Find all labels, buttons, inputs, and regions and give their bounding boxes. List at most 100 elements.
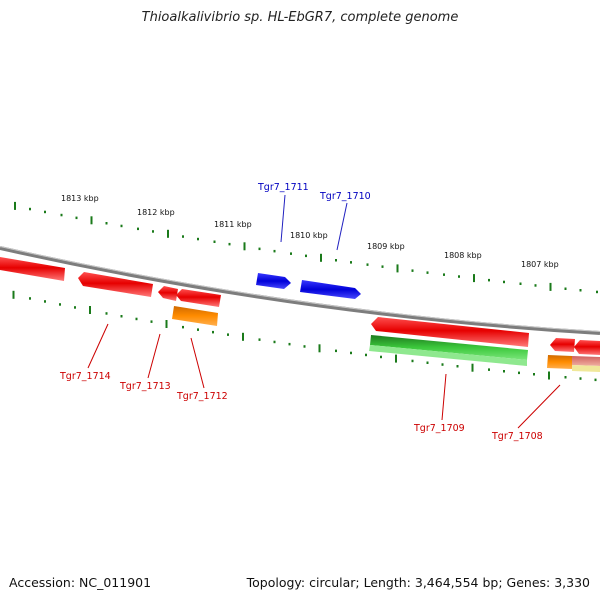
lower-scale-major-tick [471, 363, 474, 372]
gene-tgr7-1712[interactable] [176, 289, 221, 307]
lower-scale-minor-tick [503, 370, 505, 373]
upper-scale-minor-tick [60, 213, 63, 217]
upper-scale-minor-tick [488, 278, 490, 282]
upper-scale-minor-tick [534, 284, 537, 287]
leader-tgr7-1708 [517, 384, 561, 429]
upper-scale-minor-tick [350, 261, 352, 264]
lower-scale-minor-tick [212, 330, 214, 334]
lower-scale-major-tick [395, 354, 397, 363]
upper-scale-major-tick [473, 274, 475, 283]
lower-scale-ticks [12, 290, 597, 382]
leader-tgr7-1713 [147, 333, 161, 379]
leader-tgr7-1714 [87, 323, 109, 369]
upper-scale-minor-tick [44, 210, 46, 214]
upper-scale-minor-tick [411, 269, 414, 272]
lower-scale-minor-tick [594, 378, 597, 382]
upper-scale-minor-tick [197, 237, 199, 241]
lower-scale-major-tick [165, 320, 168, 328]
upper-scale-minor-tick [305, 254, 307, 258]
lower-scale-minor-tick [150, 320, 153, 323]
upper-scale-major-tick [90, 216, 93, 225]
scale-label-1807: 1807 kbp [521, 260, 559, 269]
upper-scale-major-tick [396, 264, 399, 273]
map-title: Thioalkalivibrio sp. HL-EbGR7, complete … [141, 10, 459, 25]
lower-scale-minor-tick [365, 353, 367, 357]
gene-tgr7-1715[interactable] [0, 257, 65, 281]
upper-scale-minor-tick [182, 235, 184, 238]
genome-backbone [0, 246, 600, 335]
scale-label-1812: 1812 kbp [137, 208, 175, 217]
yellow-feature-1708[interactable] [572, 365, 600, 372]
lower-scale-minor-tick [273, 340, 276, 344]
genome-summary-text: Topology: circular; Length: 3,464,554 bp… [246, 575, 590, 590]
upper-scale-minor-tick [443, 273, 445, 276]
label-tgr7-1710[interactable]: Tgr7_1710 [319, 191, 371, 202]
label-tgr7-1711[interactable]: Tgr7_1711 [257, 182, 309, 193]
green-feature-1709-a[interactable] [370, 335, 528, 360]
upper-scale-minor-tick [213, 240, 216, 243]
upper-scale-minor-tick [596, 290, 598, 294]
gene-tgr7-1709[interactable] [371, 317, 529, 347]
lower-scale-minor-tick [518, 371, 520, 375]
label-tgr7-1712[interactable]: Tgr7_1712 [176, 391, 228, 402]
lower-scale-minor-tick [303, 345, 306, 348]
lower-scale-minor-tick [426, 361, 429, 364]
label-tgr7-1708[interactable]: Tgr7_1708 [491, 431, 543, 442]
upper-scale-major-tick [14, 201, 16, 210]
upper-scale-minor-tick [258, 247, 261, 251]
gene-tgr7-1714[interactable] [78, 272, 153, 297]
upper-scale-minor-tick [426, 271, 429, 274]
upper-scale-minor-tick [579, 289, 582, 292]
rna-feature-1708[interactable] [547, 355, 572, 369]
upper-scale-major-tick [167, 229, 169, 238]
upper-scale-minor-tick [228, 242, 231, 246]
lower-scale-major-tick [548, 371, 550, 380]
upper-scale-ticks [14, 201, 598, 294]
scale-label-1810: 1810 kbp [290, 231, 328, 240]
gene-tgr7-1711[interactable] [256, 273, 291, 289]
label-tgr7-1714[interactable]: Tgr7_1714 [59, 371, 111, 382]
lower-scale-minor-tick [335, 349, 337, 353]
lower-scale-minor-tick [579, 377, 582, 380]
rna-feature-1712[interactable] [172, 306, 218, 326]
upper-scale-minor-tick [366, 263, 369, 266]
scale-label-1813: 1813 kbp [61, 194, 99, 203]
lower-scale-minor-tick [456, 365, 459, 368]
upper-scale-minor-tick [137, 227, 139, 231]
lower-scale-minor-tick [441, 363, 444, 366]
lower-scale-minor-tick [135, 317, 138, 321]
gene-tgr7-1708[interactable] [550, 338, 575, 352]
lower-scale-minor-tick [74, 306, 76, 309]
upper-scale-major-tick [243, 242, 246, 251]
lower-scale-minor-tick [288, 342, 291, 346]
label-tgr7-1713[interactable]: Tgr7_1713 [119, 381, 171, 392]
lower-scale-major-tick [12, 290, 15, 299]
lower-scale-minor-tick [350, 351, 352, 355]
upper-scale-minor-tick [105, 222, 108, 225]
lower-scale-minor-tick [44, 300, 46, 303]
genome-backbone-highlight [0, 246, 600, 332]
upper-scale-minor-tick [75, 216, 78, 220]
upper-scale-minor-tick [335, 259, 337, 262]
upper-scale-major-tick [549, 282, 552, 291]
gene-tgr7-1713[interactable] [158, 286, 178, 301]
lower-scale-major-tick [242, 332, 244, 341]
lower-scale-minor-tick [564, 376, 567, 379]
lower-scale-minor-tick [533, 373, 535, 376]
lower-scale-minor-tick [59, 303, 61, 306]
leader-tgr7-1712 [190, 337, 205, 389]
gene-tgr7-1707[interactable] [574, 340, 600, 355]
gene-tgr7-1710[interactable] [300, 280, 361, 299]
upper-scale-minor-tick [120, 224, 123, 228]
lower-scale-minor-tick [258, 338, 261, 341]
upper-scale-minor-tick [503, 280, 505, 284]
scale-label-1808: 1808 kbp [444, 251, 482, 260]
upper-scale-major-tick [320, 253, 322, 262]
label-tgr7-1709[interactable]: Tgr7_1709 [413, 423, 465, 434]
lower-scale-minor-tick [227, 333, 229, 336]
leader-tgr7-1710 [336, 202, 348, 251]
pink-feature-1708[interactable] [572, 356, 600, 366]
lower-scale-minor-tick [197, 328, 199, 331]
green-feature-1709-b[interactable] [369, 345, 527, 366]
